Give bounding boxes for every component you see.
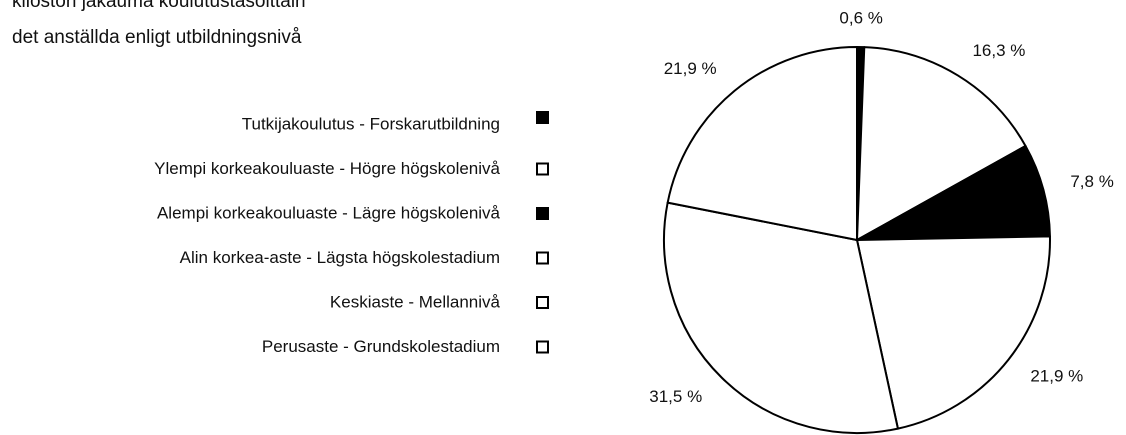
legend-label: Alempi korkeakouluaste - Lägre högskolen… [157,203,501,222]
legend-swatch [536,296,549,309]
data-label: 0,6 % [839,9,882,28]
data-label: 21,9 % [664,59,717,78]
data-label: 7,8 % [1070,172,1113,191]
legend-swatch [536,162,549,176]
pie-slice [666,46,858,241]
chart-subtitle: det anställda enligt utbildningsnivå [12,27,302,48]
pie-slice [856,46,1027,241]
legend-swatch [536,340,549,354]
legend-label: Perusaste - Grundskolestadium [262,337,500,356]
pie-slice [856,235,1051,430]
data-label: 21,9 % [1030,367,1083,386]
legend-swatch [536,207,549,220]
legend-label: Alin korkea-aste - Lägsta högskolestadiu… [180,248,500,267]
pie-slice [663,201,899,434]
chart-title: kiloston jakauma koulutustasoittain [12,0,306,12]
legend-swatch [536,251,549,265]
legend-label: Ylempi korkeakouluaste - Högre högskolen… [154,159,500,178]
data-label: 16,3 % [972,41,1025,60]
legend-swatch [536,111,549,124]
legend-label: Keskiaste - Mellannivå [330,292,501,311]
pie-slice [856,144,1051,241]
data-label: 31,5 % [649,387,702,406]
legend-label: Tutkijakoulutus - Forskarutbildning [242,114,500,133]
